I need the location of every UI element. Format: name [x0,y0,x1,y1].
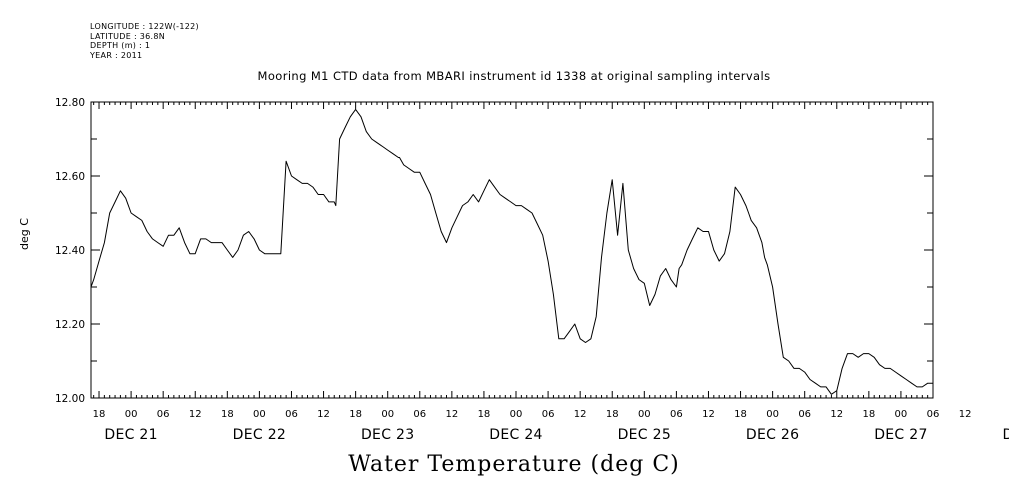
y-tick-label: 12.60 [55,171,85,183]
x-hour-label: 00 [638,409,651,420]
chart-title: Mooring M1 CTD data from MBARI instrumen… [257,69,771,83]
depth-text: DEPTH (m) : 1 [90,41,151,50]
x-hour-label: 12 [959,409,972,420]
x-hour-label: 12 [317,409,330,420]
x-day-label: DEC 25 [618,427,671,443]
x-hour-label: 12 [189,409,202,420]
x-hour-label: 18 [862,409,875,420]
x-hour-label: 18 [93,409,106,420]
x-hour-label: 12 [830,409,843,420]
x-hour-label: 06 [285,409,298,420]
x-hour-label: 18 [221,409,234,420]
x-hour-label: 06 [157,409,170,420]
x-hour-label: 12 [702,409,715,420]
series-line-0 [90,108,933,395]
x-hour-label: 00 [253,409,266,420]
x-hour-label: 18 [478,409,491,420]
x-hour-label: 12 [445,409,458,420]
longitude-text: LONGITUDE : 122W(-122) [90,22,199,31]
x-day-label: DEC 28 [1002,427,1009,443]
x-day-label: DEC 24 [489,427,542,443]
latitude-text: LATITUDE : 36.8N [90,31,166,41]
x-hour-label: 06 [542,409,555,420]
x-day-label: DEC 23 [361,427,414,443]
metadata-block: LONGITUDE : 122W(-122) LATITUDE : 36.8N … [90,22,199,60]
y-tick-label: 12.20 [55,319,85,331]
y-tick-label: 12.00 [55,393,85,405]
x-hour-label: 12 [574,409,587,420]
year-text: YEAR : 2011 [90,50,143,60]
x-hour-label: 00 [895,409,908,420]
y-tick-label: 12.80 [55,97,85,109]
x-day-label: DEC 27 [874,427,927,443]
x-hour-label: 06 [927,409,940,420]
plot-frame [90,101,934,399]
x-day-label: DEC 22 [233,427,286,443]
x-hour-label: 00 [125,409,138,420]
x-hour-label: 06 [798,409,811,420]
x-day-label: DEC 26 [746,427,799,443]
x-hour-label: 06 [670,409,683,420]
x-axis-label: Water Temperature (deg C) [348,452,680,477]
y-tick-label: 12.40 [55,245,85,257]
x-hour-label: 18 [734,409,747,420]
x-hour-label: 06 [413,409,426,420]
x-hour-label: 00 [766,409,779,420]
x-hour-label: 18 [349,409,362,420]
x-day-label: DEC 21 [104,427,157,443]
x-hour-label: 18 [606,409,619,420]
x-hour-label: 00 [381,409,394,420]
x-hour-label: 00 [510,409,523,420]
